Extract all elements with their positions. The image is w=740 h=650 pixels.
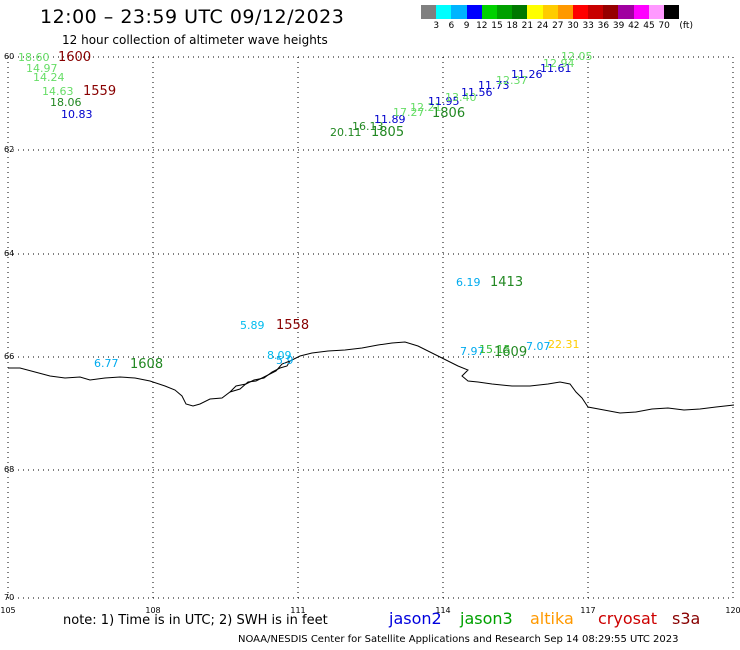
wave-height-label: 11.56 xyxy=(461,86,493,99)
wave-height-label: 12.05 xyxy=(561,50,593,63)
scale-label: 18 xyxy=(506,21,518,31)
longitude-label: 111 xyxy=(290,606,306,615)
coastline-inlet xyxy=(229,360,291,393)
pass-time-label: 1558 xyxy=(276,318,310,333)
scale-label: 45 xyxy=(643,21,655,31)
wave-height-label: 5.9 xyxy=(276,354,294,367)
latitude-label: 64 xyxy=(4,249,15,258)
pass-time-label: 1559 xyxy=(83,84,117,99)
scale-label: 42 xyxy=(628,21,640,31)
scale-swatch xyxy=(664,5,680,19)
wave-height-label: 6.77 xyxy=(94,357,119,370)
latitude-label: 62 xyxy=(4,145,15,154)
wave-height-label: 14.24 xyxy=(33,71,65,84)
wave-height-label: 11.73 xyxy=(478,79,510,92)
scale-label: 36 xyxy=(597,21,610,31)
longitude-label: 114 xyxy=(435,606,451,615)
longitude-label: 117 xyxy=(580,606,596,615)
wave-height-label: 8.09 xyxy=(267,349,292,362)
map-plot xyxy=(7,56,735,599)
scale-swatch xyxy=(648,5,664,19)
scale-swatch xyxy=(633,5,649,19)
scale-label: 21 xyxy=(521,21,534,31)
wave-height-label: 11.61 xyxy=(540,62,572,75)
legend-item-s3a: s3a xyxy=(672,609,701,628)
scale-label: 24 xyxy=(536,21,549,31)
pass-time-label: 1805 xyxy=(371,125,405,140)
scale-swatch xyxy=(436,5,452,19)
map-title: 12:00 – 23:59 UTC 09/12/2023 xyxy=(40,6,345,28)
lat-lon-grid xyxy=(7,56,734,599)
wave-height-label: 14.97 xyxy=(26,62,58,75)
wave-height-label: 20.11 xyxy=(330,126,362,139)
footnote: note: 1) Time is in UTC; 2) SWH is in fe… xyxy=(63,613,328,628)
color-scale xyxy=(421,5,680,19)
scale-label: 15 xyxy=(491,21,503,31)
longitude-label: 120 xyxy=(725,606,740,615)
scale-swatch xyxy=(588,5,604,19)
credit-line: NOAA/NESDIS Center for Satellite Applica… xyxy=(238,634,679,645)
legend-item-jason3: jason3 xyxy=(460,609,513,628)
scale-label: 6 xyxy=(448,21,455,31)
pass-time-label: 1806 xyxy=(432,106,466,121)
scale-swatch xyxy=(512,5,528,19)
map-subtitle: 12 hour collection of altimeter wave hei… xyxy=(62,33,328,47)
wave-height-label: 6.19 xyxy=(456,276,481,289)
scale-swatch xyxy=(542,5,558,19)
scale-label: 33 xyxy=(582,21,594,31)
latitude-label: 66 xyxy=(4,352,15,361)
wave-height-label: 7.07 xyxy=(526,340,551,353)
scale-swatch xyxy=(603,5,619,19)
scale-swatch xyxy=(421,5,437,19)
coastline xyxy=(8,341,735,414)
wave-height-label: 12.37 xyxy=(496,74,528,87)
legend-item-altika: altika xyxy=(530,609,574,628)
color-scale-labels: 3 6 9 12 15 18 21 24 27 30 33 36 39 42 45 70 (ft) xyxy=(421,21,740,33)
wave-height-label: 22.31 xyxy=(548,338,580,351)
pass-time-label: 1608 xyxy=(130,357,164,372)
wave-height-label: 16.13 xyxy=(352,120,384,133)
wave-height-label: 7.97 xyxy=(460,345,485,358)
wave-height-label: 12.21 xyxy=(410,101,442,114)
scale-swatch xyxy=(618,5,634,19)
wave-height-label: 14.63 xyxy=(42,85,74,98)
scale-label: 27 xyxy=(552,21,564,31)
legend-item-jason2: jason2 xyxy=(389,609,442,628)
wave-height-label: 17.27 xyxy=(393,106,425,119)
wave-height-label: 18.60 xyxy=(18,51,50,64)
scale-label: 12 xyxy=(476,21,488,31)
scale-swatch xyxy=(466,5,482,19)
scale-label: 39 xyxy=(612,21,625,31)
wave-height-label: 11.26 xyxy=(511,68,543,81)
scale-unit: (ft) xyxy=(679,21,693,31)
wave-height-label: 5.89 xyxy=(240,319,265,332)
longitude-label: 105 xyxy=(0,606,16,615)
latitude-label: 60 xyxy=(4,52,15,61)
wave-height-label: 13.40 xyxy=(445,91,477,104)
scale-swatch xyxy=(527,5,543,19)
scale-swatch xyxy=(481,5,497,19)
wave-height-label: 10.83 xyxy=(61,108,93,121)
legend-item-cryosat: cryosat xyxy=(598,609,658,628)
pass-time-label: 1609 xyxy=(494,345,528,360)
longitude-label: 108 xyxy=(145,606,161,615)
pass-time-label: 1413 xyxy=(490,275,524,290)
scale-label: 70 xyxy=(658,21,670,31)
wave-height-label: 11.95 xyxy=(428,95,460,108)
wave-height-label: 11.89 xyxy=(374,113,406,126)
scale-label: 9 xyxy=(463,21,470,31)
wave-height-label: 18.06 xyxy=(50,96,82,109)
wave-height-label: 12.94 xyxy=(543,57,575,70)
latitude-label: 70 xyxy=(4,593,15,602)
scale-swatch xyxy=(451,5,467,19)
scale-swatch xyxy=(496,5,513,19)
scale-swatch xyxy=(572,5,589,19)
scale-label: 30 xyxy=(567,21,579,31)
wave-height-label: 15.15 xyxy=(479,343,511,356)
latitude-label: 68 xyxy=(4,465,15,474)
scale-swatch xyxy=(557,5,573,19)
pass-time-label: 1600 xyxy=(58,50,92,65)
scale-label: 3 xyxy=(433,21,440,31)
